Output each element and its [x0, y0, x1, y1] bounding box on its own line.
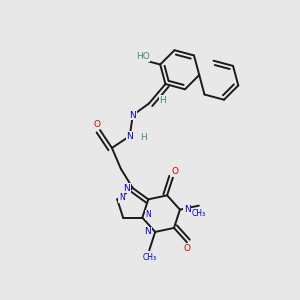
Text: O: O — [183, 244, 190, 253]
Text: CH₃: CH₃ — [142, 253, 156, 262]
Text: N: N — [144, 227, 151, 236]
Text: H: H — [140, 133, 146, 142]
Text: HO: HO — [136, 52, 150, 61]
Text: N: N — [146, 210, 151, 219]
Text: N: N — [126, 132, 133, 141]
Text: N: N — [129, 111, 136, 120]
Text: N: N — [184, 205, 191, 214]
Text: CH₃: CH₃ — [192, 208, 206, 217]
Text: H: H — [159, 96, 166, 105]
Text: N: N — [119, 194, 124, 202]
Text: N: N — [123, 184, 130, 193]
Text: O: O — [171, 167, 178, 176]
Text: O: O — [94, 120, 100, 129]
